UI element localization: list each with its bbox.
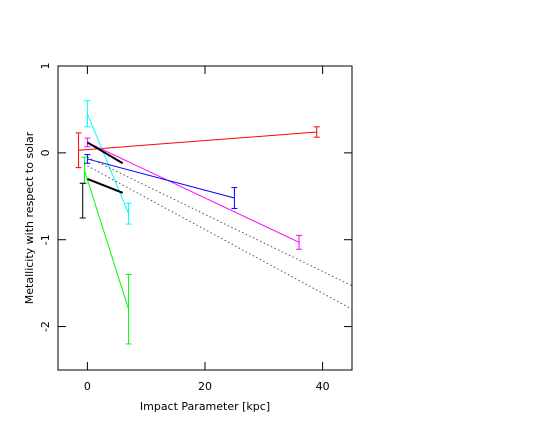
series-line: [87, 156, 353, 287]
series-line: [87, 177, 124, 194]
x-tick-label: 20: [198, 380, 212, 393]
error-bar: [81, 156, 88, 184]
error-bar: [231, 187, 238, 209]
y-tick-label: -1: [39, 234, 52, 245]
y-axis-label: Metallicity with respect to solar: [23, 131, 36, 304]
series-line: [86, 141, 124, 165]
series-line: [87, 165, 353, 310]
x-tick-label: 0: [84, 380, 91, 393]
error-bar: [84, 100, 91, 128]
series-line: [83, 170, 130, 310]
error-bar: [125, 273, 132, 345]
y-tick-label: 1: [39, 63, 52, 70]
y-tick-label: -2: [39, 321, 52, 332]
series-line: [78, 131, 317, 151]
x-tick-label: 40: [316, 380, 330, 393]
series-line: [86, 113, 130, 214]
x-axis-label: Impact Parameter [kpc]: [140, 400, 270, 413]
series-line: [87, 158, 235, 199]
error-bar: [84, 154, 91, 164]
y-tick-label: 0: [39, 149, 52, 156]
error-bar: [75, 132, 82, 169]
error-bar: [313, 126, 320, 138]
series-line: [87, 141, 300, 243]
error-bar: [125, 202, 132, 225]
plot-frame: [57, 65, 353, 371]
error-bar: [79, 182, 86, 219]
error-bar: [296, 234, 303, 250]
